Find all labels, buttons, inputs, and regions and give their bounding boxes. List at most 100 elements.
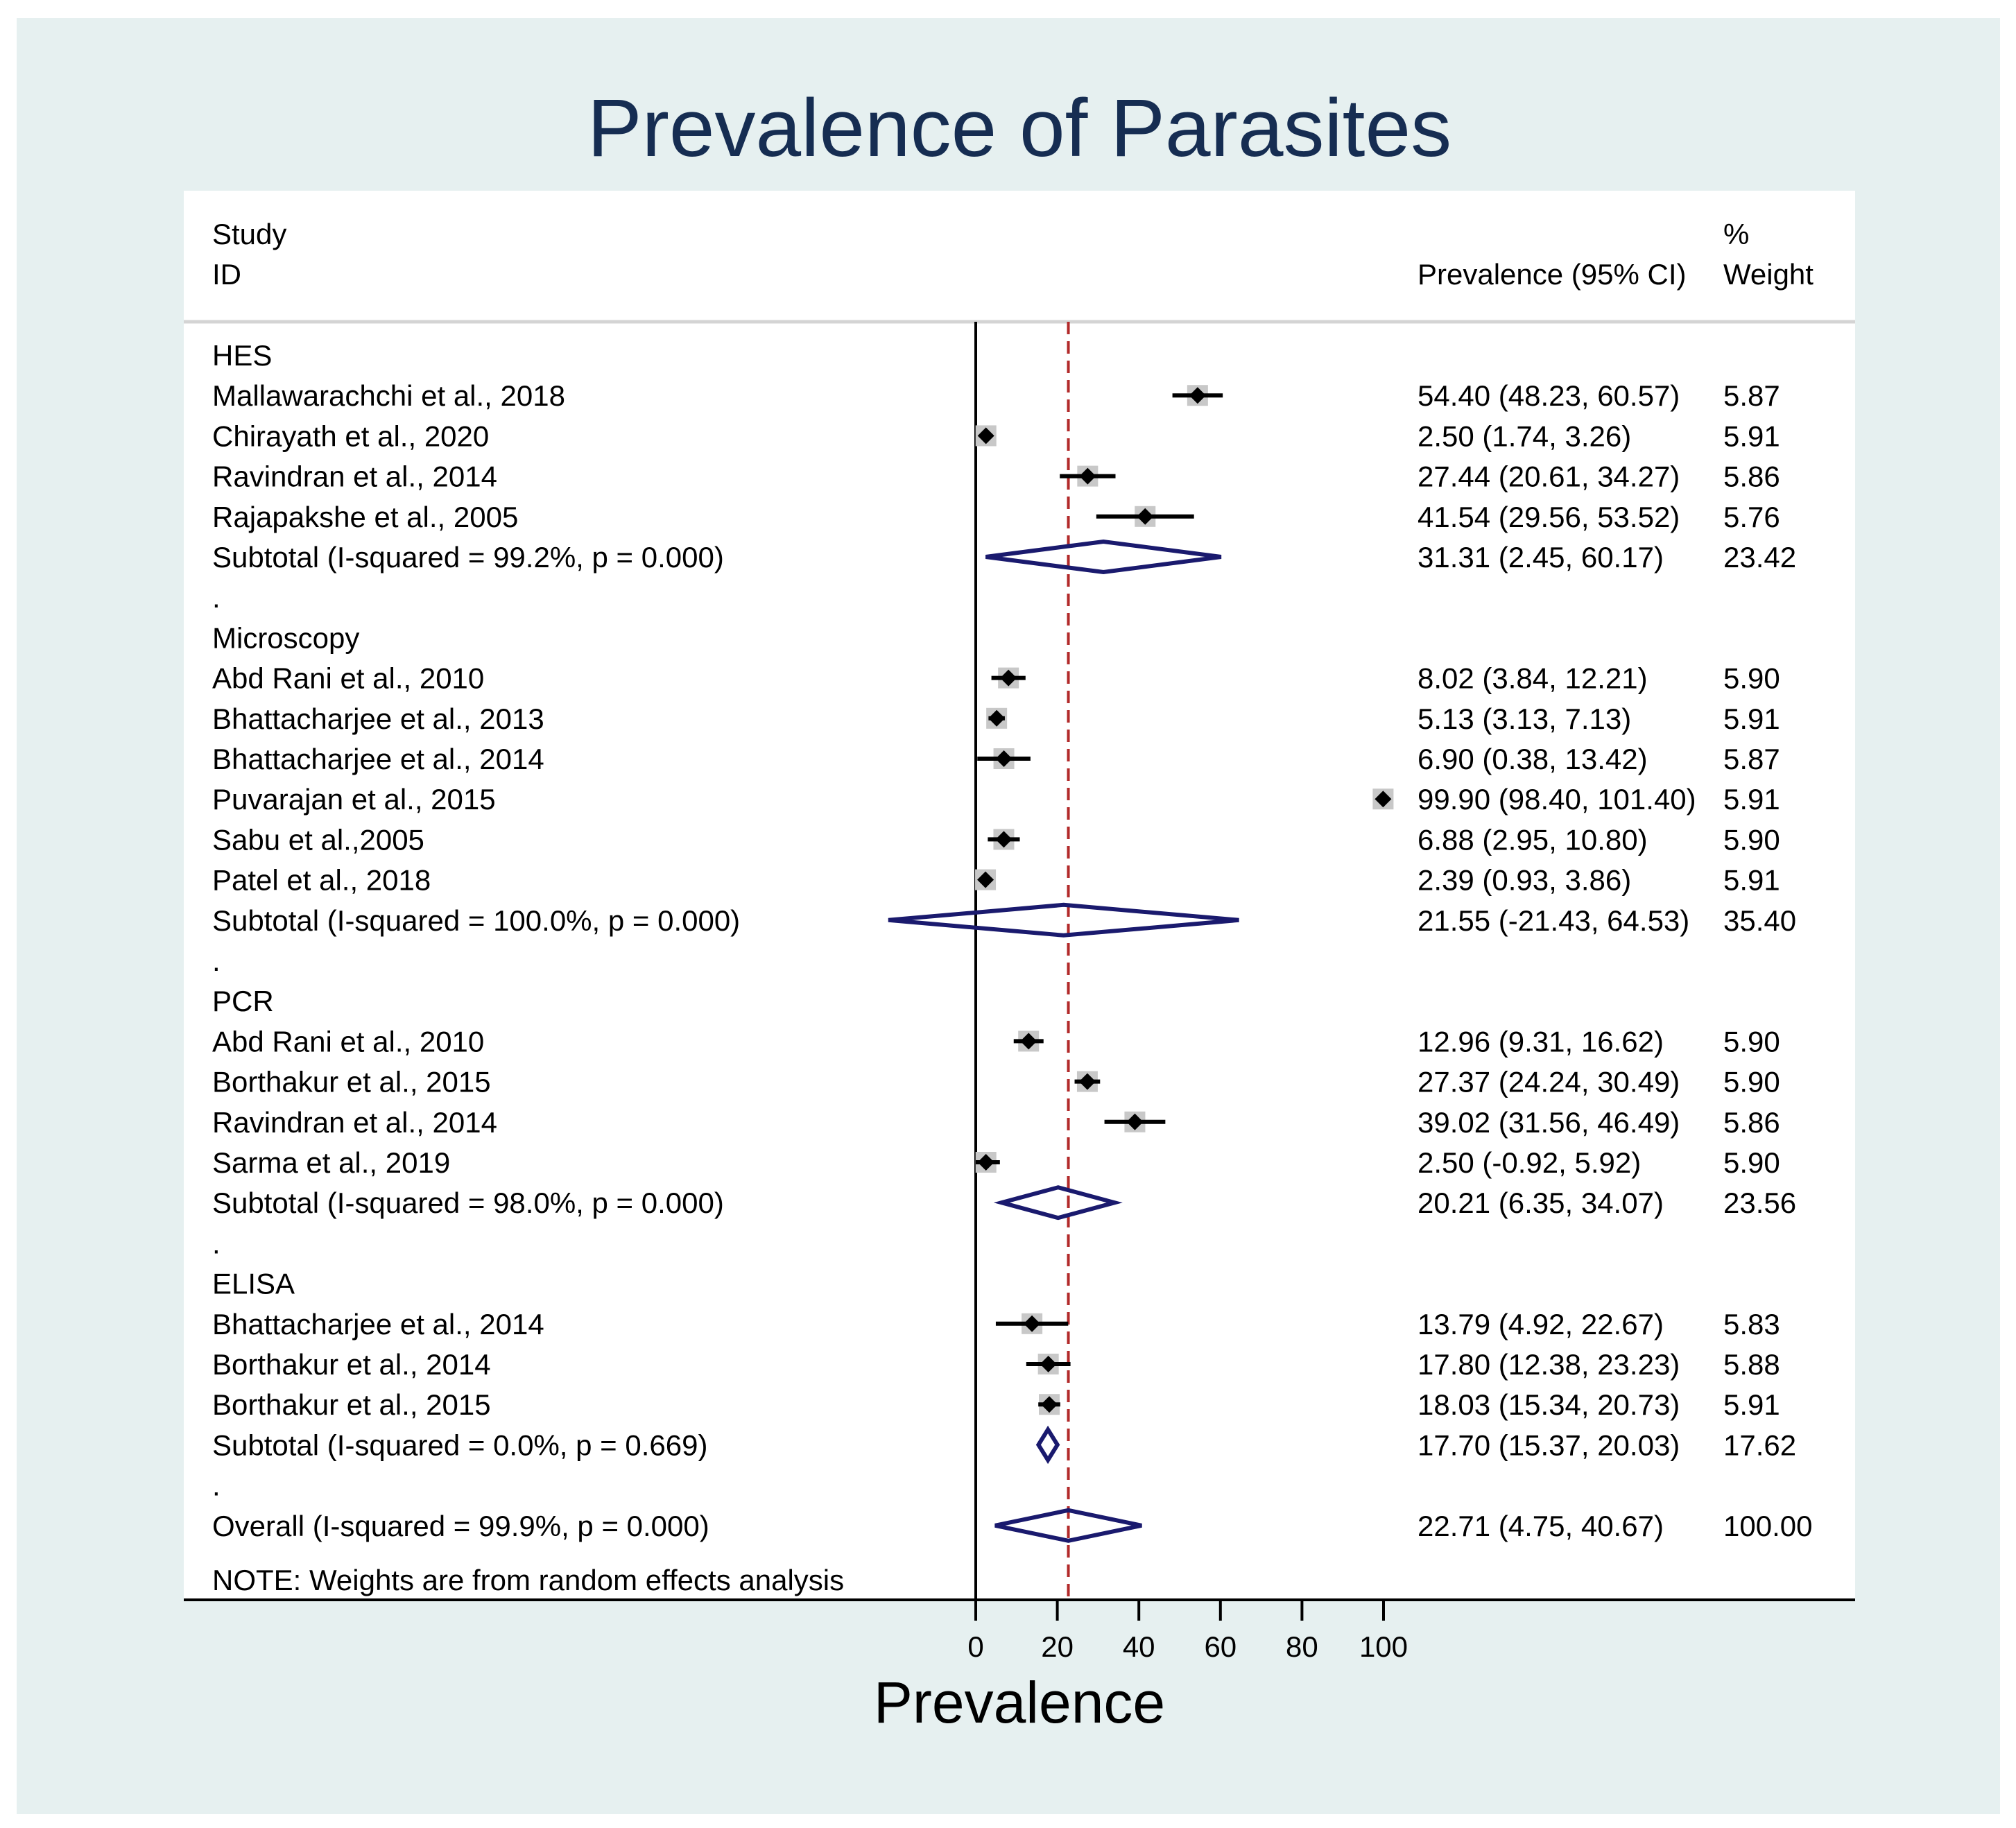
point-estimate xyxy=(1020,1033,1037,1050)
weight-text: 5.83 xyxy=(1723,1308,1780,1340)
estimate-ci-text: 2.39 (0.93, 3.86) xyxy=(1418,864,1631,897)
plot-region xyxy=(184,191,1855,1600)
study-label: Subtotal (I-squared = 0.0%, p = 0.669) xyxy=(212,1429,707,1461)
study-rows: HES Mallawarachchi et al., 2018 54.40 (48.… xyxy=(212,339,1812,1543)
weight-text: 5.90 xyxy=(1723,1025,1780,1058)
estimate-ci-text: 31.31 (2.45, 60.17) xyxy=(1418,541,1664,574)
weight-text: 5.90 xyxy=(1723,1146,1780,1179)
study-label: Mallawarachchi et al., 2018 xyxy=(212,379,565,412)
study-label: Sabu et al.,2005 xyxy=(212,823,424,856)
weight-text: 35.40 xyxy=(1723,904,1796,937)
subtotal-diamond xyxy=(985,539,1222,575)
point-estimate xyxy=(977,871,994,888)
weight-text: 5.91 xyxy=(1723,1388,1780,1421)
x-axis: 0 20 40 60 80 100 xyxy=(184,1598,1855,1663)
weight-text: 5.91 xyxy=(1723,783,1780,816)
point-estimate xyxy=(995,831,1013,848)
separator-dot: . xyxy=(212,945,221,977)
study-label: Ravindran et al., 2014 xyxy=(212,1106,497,1139)
x-tick-label: 60 xyxy=(1204,1630,1237,1663)
x-tick-label: 20 xyxy=(1041,1630,1074,1663)
study-label: Patel et al., 2018 xyxy=(212,864,431,897)
estimate-ci-text: 41.54 (29.56, 53.52) xyxy=(1418,501,1680,533)
weights-note: NOTE: Weights are from random effects an… xyxy=(212,1564,844,1596)
point-estimate xyxy=(1000,669,1017,687)
study-label: Bhattacharjee et al., 2014 xyxy=(212,743,544,775)
point-estimate xyxy=(1126,1113,1144,1130)
estimate-ci-text: 21.55 (-21.43, 64.53) xyxy=(1418,904,1689,937)
point-estimate xyxy=(1078,1073,1096,1090)
point-estimate xyxy=(977,1154,994,1171)
estimate-ci-text: 2.50 (1.74, 3.26) xyxy=(1418,420,1631,452)
group-label: HES xyxy=(212,339,272,372)
weight-text: 5.88 xyxy=(1723,1348,1780,1381)
study-label: Bhattacharjee et al., 2013 xyxy=(212,702,544,735)
weight-text: 5.87 xyxy=(1723,379,1780,412)
estimate-ci-text: 22.71 (4.75, 40.67) xyxy=(1418,1510,1664,1542)
study-label: Borthakur et al., 2015 xyxy=(212,1066,491,1098)
weight-text: 23.42 xyxy=(1723,541,1796,574)
study-label: Overall (I-squared = 99.9%, p = 0.000) xyxy=(212,1510,709,1542)
point-estimate xyxy=(1375,791,1392,808)
estimate-ci-text: 12.96 (9.31, 16.62) xyxy=(1418,1025,1664,1058)
header-percent: % xyxy=(1723,218,1749,250)
estimate-ci-text: 54.40 (48.23, 60.57) xyxy=(1418,379,1680,412)
point-estimate xyxy=(995,750,1013,767)
x-tick-label: 40 xyxy=(1123,1630,1155,1663)
study-label: Rajapakshe et al., 2005 xyxy=(212,501,518,533)
header-weight: Weight xyxy=(1723,258,1813,291)
study-label: Subtotal (I-squared = 98.0%, p = 0.000) xyxy=(212,1187,724,1219)
study-label: Borthakur et al., 2015 xyxy=(212,1388,491,1421)
study-label: Subtotal (I-squared = 99.2%, p = 0.000) xyxy=(212,541,724,574)
point-estimate xyxy=(1024,1315,1041,1332)
estimate-ci-text: 17.70 (15.37, 20.03) xyxy=(1418,1429,1680,1461)
estimate-ci-text: 17.80 (12.38, 23.23) xyxy=(1418,1348,1680,1381)
separator-dot: . xyxy=(212,1469,221,1502)
group-label: PCR xyxy=(212,985,274,1017)
estimate-ci-text: 27.37 (24.24, 30.49) xyxy=(1418,1066,1680,1098)
estimate-ci-text: 27.44 (20.61, 34.27) xyxy=(1418,460,1680,493)
weight-text: 5.86 xyxy=(1723,460,1780,493)
group-label: Microscopy xyxy=(212,621,359,654)
weight-text: 5.90 xyxy=(1723,823,1780,856)
study-label: Abd Rani et al., 2010 xyxy=(212,1025,484,1058)
weight-text: 23.56 xyxy=(1723,1187,1796,1219)
subtotal-diamond xyxy=(993,1185,1123,1221)
weight-text: 5.91 xyxy=(1723,702,1780,735)
weight-text: 5.90 xyxy=(1723,1066,1780,1098)
estimate-ci-text: 6.88 (2.95, 10.80) xyxy=(1418,823,1648,856)
weight-text: 5.76 xyxy=(1723,501,1780,533)
point-estimate xyxy=(1040,1356,1057,1372)
study-label: Abd Rani et al., 2010 xyxy=(212,662,484,695)
separator-dot: . xyxy=(212,1227,221,1259)
weight-text: 17.62 xyxy=(1723,1429,1796,1461)
estimate-ci-text: 13.79 (4.92, 22.67) xyxy=(1418,1308,1664,1340)
weight-text: 5.86 xyxy=(1723,1106,1780,1139)
header-study: Study xyxy=(212,218,286,250)
point-estimate xyxy=(977,427,994,445)
overall-diamond xyxy=(994,1508,1142,1543)
estimate-ci-text: 8.02 (3.84, 12.21) xyxy=(1418,662,1648,695)
subtotal-diamond xyxy=(888,902,1239,938)
study-label: Borthakur et al., 2014 xyxy=(212,1348,491,1381)
x-tick-label: 80 xyxy=(1286,1630,1318,1663)
separator-dot: . xyxy=(212,581,221,614)
header-id: ID xyxy=(212,258,241,291)
point-estimate xyxy=(1137,508,1154,525)
point-estimate xyxy=(1041,1396,1058,1413)
weight-text: 5.87 xyxy=(1723,743,1780,775)
estimate-ci-text: 5.13 (3.13, 7.13) xyxy=(1418,702,1631,735)
study-label: Bhattacharjee et al., 2014 xyxy=(212,1308,544,1340)
weight-text: 5.90 xyxy=(1723,662,1780,695)
estimate-ci-text: 20.21 (6.35, 34.07) xyxy=(1418,1187,1664,1219)
group-label: ELISA xyxy=(212,1268,295,1300)
study-label: Chirayath et al., 2020 xyxy=(212,420,489,452)
study-label: Ravindran et al., 2014 xyxy=(212,460,497,493)
x-axis-label: Prevalence xyxy=(874,1670,1165,1735)
weight-text: 5.91 xyxy=(1723,420,1780,452)
subtotal-diamond xyxy=(1035,1425,1060,1465)
estimate-ci-text: 2.50 (-0.92, 5.92) xyxy=(1418,1146,1641,1179)
x-tick-label: 100 xyxy=(1359,1630,1408,1663)
estimate-ci-text: 6.90 (0.38, 13.42) xyxy=(1418,743,1648,775)
weight-text: 5.91 xyxy=(1723,864,1780,897)
